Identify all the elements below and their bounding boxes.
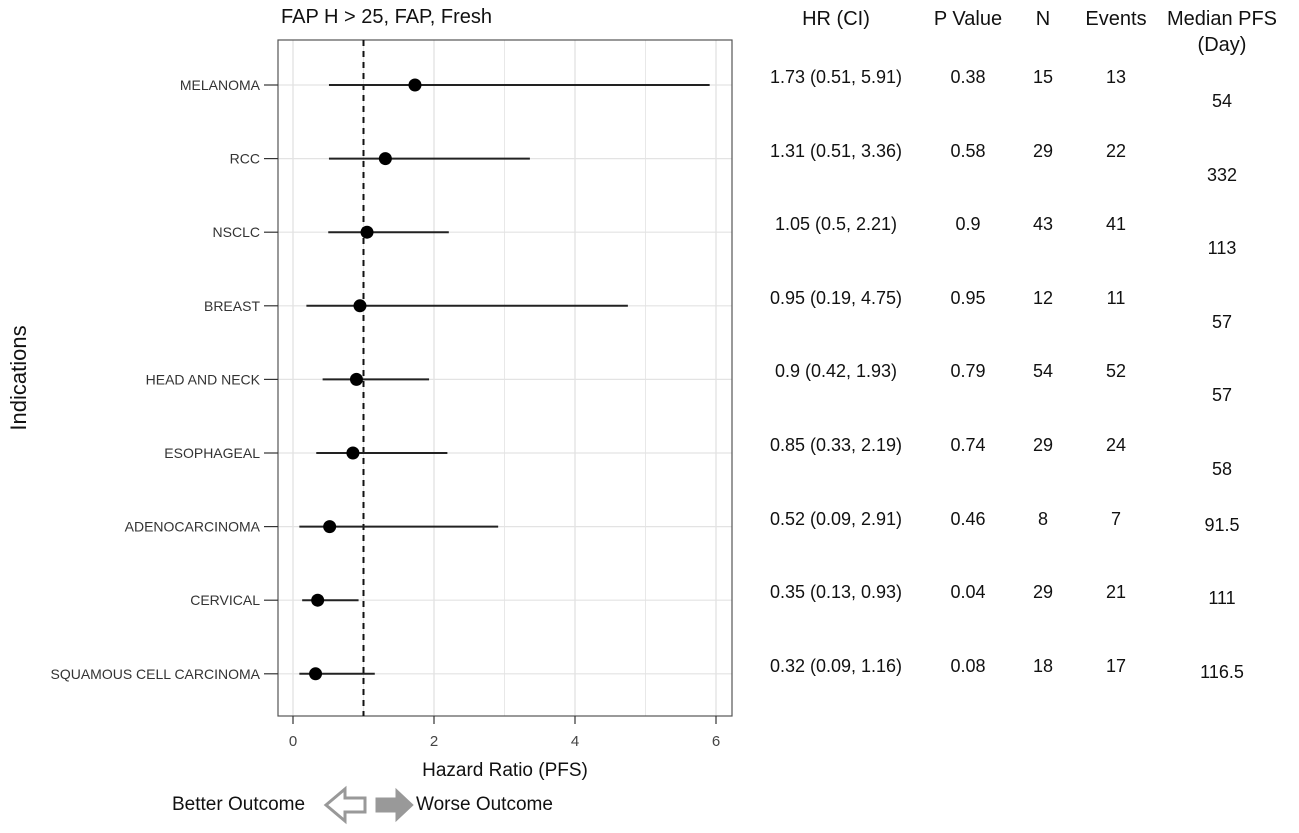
table-cell-p: 0.95 <box>950 287 986 308</box>
table-cell-p: 0.58 <box>950 140 986 161</box>
table-cell-median-pfs: 116.5 <box>1200 661 1244 682</box>
table-cell-events: 21 <box>1105 582 1127 603</box>
better-outcome-legend: Better Outcome <box>172 788 305 822</box>
table-cell-p: 0.9 <box>955 214 981 235</box>
x-axis-title: Hazard Ratio (PFS) <box>422 760 588 781</box>
table-cell-hr-ci: 0.35 (0.13, 0.93) <box>769 582 903 603</box>
table-cell-events: 52 <box>1105 361 1127 382</box>
column-header: N <box>1035 8 1051 30</box>
table-cell-events: 22 <box>1105 140 1127 161</box>
table-cell-events: 24 <box>1105 435 1127 455</box>
hr-point <box>353 299 367 313</box>
table-cell-n: 29 <box>1032 582 1054 603</box>
column-header: HR (CI) <box>802 8 870 30</box>
y-tick-label: MELANOMA <box>180 77 261 93</box>
table-cell-n: 15 <box>1032 67 1054 87</box>
y-tick-label: NSCLC <box>213 224 260 240</box>
y-tick-label: SQUAMOUS CELL CARCINOMA <box>50 666 260 682</box>
hr-point <box>408 78 422 92</box>
hr-point <box>349 372 363 386</box>
y-tick-label: RCC <box>230 151 260 167</box>
table-cell-n: 29 <box>1032 140 1054 161</box>
x-tick-label: 6 <box>712 733 720 750</box>
table-cell-p: 0.08 <box>950 655 986 676</box>
table-cell-p: 0.79 <box>950 361 986 382</box>
table-cell-events: 13 <box>1105 67 1127 87</box>
hr-point <box>346 446 360 460</box>
worse-outcome-legend: Worse Outcome <box>416 788 553 822</box>
y-tick-label: ADENOCARCINOMA <box>125 519 261 535</box>
table-cell-p: 0.38 <box>950 67 986 87</box>
y-tick-label: BREAST <box>204 298 260 314</box>
worse-outcome-arrow-icon <box>375 787 414 823</box>
worse-outcome-label: Worse Outcome <box>416 794 553 815</box>
table-cell-p: 0.46 <box>950 508 986 529</box>
x-tick-label: 2 <box>430 733 438 750</box>
table-cell-n: 18 <box>1032 655 1054 676</box>
column-header: P Value <box>933 8 1003 30</box>
table-cell-n: 12 <box>1032 287 1054 308</box>
x-tick-label: 0 <box>289 733 297 750</box>
table-cell-events: 41 <box>1105 214 1127 235</box>
table-cell-hr-ci: 1.05 (0.5, 2.21) <box>774 214 898 235</box>
table-cell-n: 54 <box>1032 361 1054 382</box>
table-cell-hr-ci: 0.32 (0.09, 1.16) <box>769 655 903 676</box>
table-cell-events: 7 <box>1110 508 1121 529</box>
hr-point <box>323 520 337 534</box>
x-tick-label: 4 <box>571 733 579 750</box>
table-cell-n: 29 <box>1032 435 1054 455</box>
table-cell-median-pfs: 91.5 <box>1204 514 1240 535</box>
better-outcome-label: Better Outcome <box>172 794 306 815</box>
column-header: Events <box>1085 8 1147 30</box>
column-header: Median PFS (Day) <box>1166 8 1278 56</box>
y-tick-label: CERVICAL <box>190 592 260 608</box>
table-cell-median-pfs: 57 <box>1211 385 1233 406</box>
table-cell-events: 11 <box>1106 287 1126 308</box>
table-cell-n: 43 <box>1032 214 1054 235</box>
table-cell-hr-ci: 0.52 (0.09, 2.91) <box>769 508 903 529</box>
table-cell-median-pfs: 54 <box>1211 91 1233 111</box>
hr-point <box>309 667 323 681</box>
table-cell-median-pfs: 57 <box>1211 311 1233 332</box>
table-cell-hr-ci: 1.73 (0.51, 5.91) <box>769 67 903 87</box>
table-cell-median-pfs: 58 <box>1211 459 1233 479</box>
better-outcome-arrow-icon <box>323 785 367 825</box>
table-cell-n: 8 <box>1037 508 1048 529</box>
table-cell-median-pfs: 113 <box>1207 238 1237 259</box>
table-cell-hr-ci: 0.85 (0.33, 2.19) <box>769 435 903 455</box>
table-cell-events: 17 <box>1105 655 1127 676</box>
table-cell-median-pfs: 332 <box>1206 164 1238 185</box>
plot-frame <box>277 39 733 717</box>
plot-panel <box>278 40 732 716</box>
table-cell-p: 0.74 <box>950 435 986 455</box>
y-axis-title: Indications <box>6 325 31 430</box>
table-cell-median-pfs: 111 <box>1208 588 1236 609</box>
hr-point <box>378 152 392 166</box>
y-tick-label: HEAD AND NECK <box>146 371 261 387</box>
hr-point <box>311 593 325 607</box>
y-tick-label: ESOPHAGEAL <box>164 445 260 461</box>
table-cell-hr-ci: 0.95 (0.19, 4.75) <box>769 287 903 308</box>
table-cell-hr-ci: 0.9 (0.42, 1.93) <box>774 361 898 382</box>
table-cell-hr-ci: 1.31 (0.51, 3.36) <box>769 140 903 161</box>
table-cell-p: 0.04 <box>950 582 986 603</box>
hr-point <box>360 225 374 239</box>
chart-title: FAP H > 25, FAP, Fresh <box>281 6 493 28</box>
